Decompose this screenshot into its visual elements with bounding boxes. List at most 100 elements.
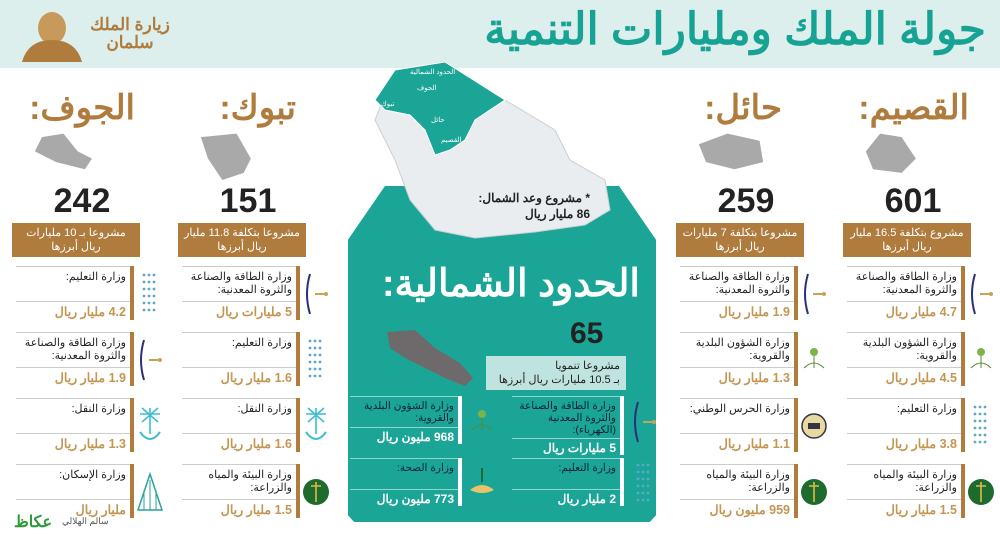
education-icon [136, 272, 164, 312]
map-label: الحدود الشمالية [410, 68, 455, 76]
ministry-name: وزارة الطاقة والصناعة والثروة المعدنية: [182, 266, 296, 302]
ministry-name: وزارة البيئة والمياه والزراعة: [182, 464, 296, 500]
ministry-name: وزارة الشؤون البلدية والقروية: [847, 332, 961, 368]
ministry-amount: 1.1 مليار ريال [718, 437, 790, 451]
education-icon [630, 462, 658, 502]
ministry-card: وزارة الشؤون البلدية والقروية: 968 مليون… [350, 396, 462, 444]
ministry-card: وزارة البيئة والمياه والزراعة: 1.5 مليار… [182, 464, 300, 518]
saudi-map: الحدود الشمالية الجوف تبوك حائل القصيم [374, 61, 611, 239]
ministry-amount: 4.2 مليار ريال [54, 305, 126, 319]
energy-icon [630, 400, 658, 443]
ministry-name: وزارة الطاقة والصناعة والثروة المعدنية: [680, 266, 794, 302]
ministry-card: وزارة الشؤون البلدية والقروية: 1.3 مليار… [680, 332, 798, 386]
education-icon [302, 338, 330, 378]
header-banner: جولة الملك ومليارات التنمية زيارة الملك … [0, 0, 1000, 68]
ministry-name: وزارة البيئة والمياه والزراعة: [680, 464, 794, 500]
map-label: الجوف [417, 84, 437, 92]
northern-heading: الحدود الشمالية: [381, 263, 640, 305]
ministry-card: وزارة التعليم: 3.8 مليار ريال [847, 398, 965, 452]
ministry-amount: 3.8 مليار ريال [885, 437, 957, 451]
ministry-name: وزارة النقل: [16, 398, 130, 434]
ministry-name: وزارة التعليم: [512, 458, 620, 490]
environment-icon [800, 470, 828, 510]
map-note: * مشروع وعد الشمال: 86 مليار ريال [430, 190, 590, 222]
project-count: 151 [219, 182, 277, 220]
ministry-amount: 1.9 مليار ريال [54, 371, 126, 385]
northern-region-shape [387, 330, 473, 386]
map-label: حائل [431, 116, 445, 124]
page-title: جولة الملك ومليارات التنمية [484, 5, 986, 54]
ministry-name: وزارة الطاقة والصناعة والثروة المعدنية (… [512, 396, 620, 439]
okaz-logo: عكاظ [14, 514, 53, 531]
summary-line: بـ 10.5 مليارات ريال أبرزها [498, 374, 620, 386]
ministry-amount: 959 مليون ريال [709, 503, 790, 517]
municipal-icon [468, 400, 496, 440]
ministry-card: وزارة التعليم: 4.2 مليار ريال [16, 266, 134, 320]
ministry-amount: 2 مليار ريال [557, 492, 616, 506]
ministry-card: وزارة الطاقة والصناعة والثروة المعدنية: … [680, 266, 798, 320]
ministry-amount: 968 مليون ريال [376, 430, 454, 444]
transport-icon [136, 404, 164, 444]
ministry-card: وزارة التعليم: 1.6 مليار ريال [182, 332, 300, 386]
ministry-card: وزارة الطاقة والصناعة والثروة المعدنية (… [512, 396, 624, 455]
ministry-card: وزارة الإسكان: مليار ريال [16, 464, 134, 518]
environment-icon [967, 470, 995, 510]
ministry-name: وزارة الإسكان: [16, 464, 130, 500]
region-heading: الجوف: [29, 89, 135, 127]
energy-icon [302, 272, 330, 315]
ministry-amount: 1.5 مليار ريال [220, 503, 292, 517]
ministry-name: وزارة الحرس الوطني: [680, 398, 794, 434]
ministry-amount: 1.3 مليار ريال [54, 437, 126, 451]
ministry-card: وزارة الحرس الوطني: 1.1 مليار ريال [680, 398, 798, 452]
royal-visit-logo: زيارة الملك سلمان [14, 6, 174, 62]
summary-box: مشروعا بتكلفة 7 مليارات ريال أبرزها [676, 223, 804, 257]
ministry-name: وزارة الشؤون البلدية والقروية: [680, 332, 794, 368]
summary-box: مشروعا بتكلفة 11.8 مليار ريال أبرزها [178, 223, 306, 257]
ministry-card: وزارة الطاقة والصناعة والثروة المعدنية: … [16, 332, 134, 386]
ministry-amount: 1.5 مليار ريال [885, 503, 957, 517]
author-credit: سالم الهلالي [62, 516, 109, 526]
project-count: 601 [884, 182, 942, 220]
ministry-card: وزارة البيئة والمياه والزراعة: 1.5 مليار… [847, 464, 965, 518]
ministry-card: وزارة التعليم: 2 مليار ريال [512, 458, 624, 506]
region-shape [34, 133, 92, 170]
energy-icon [800, 272, 828, 315]
map-label: تبوك [381, 100, 394, 108]
ministry-card: وزارة الصحة: 773 مليون ريال [350, 458, 462, 506]
ministry-amount: مليار ريال [75, 503, 126, 517]
project-count: 259 [717, 182, 775, 220]
region-shape [865, 133, 916, 173]
summary-box: مشروعا بـ 10 مليارات ريال أبرزها [12, 223, 140, 257]
region-column: حائل: 259 مشروعا بتكلفة 7 مليارات ريال أ… [676, 80, 832, 530]
region-column: القصيم: 601 مشروع بتكلفة 16.5 مليار ريال… [843, 80, 999, 530]
ministry-amount: 5 مليارات ريال [543, 441, 616, 455]
ministry-amount: 4.7 مليار ريال [885, 305, 957, 319]
ministry-name: وزارة البيئة والمياه والزراعة: [847, 464, 961, 500]
ministry-amount: 773 مليون ريال [376, 492, 454, 506]
municipal-icon [800, 338, 828, 378]
ministry-amount: 5 مليارات ريال [216, 305, 292, 319]
ministry-name: وزارة الطاقة والصناعة والثروة المعدنية: [16, 332, 130, 368]
ministry-name: وزارة التعليم: [182, 332, 296, 368]
ministry-name: وزارة التعليم: [847, 398, 961, 434]
ministry-name: وزارة الشؤون البلدية والقروية: [350, 396, 458, 428]
energy-icon [136, 338, 164, 381]
region-shape [698, 133, 764, 170]
region-heading: القصيم: [858, 89, 969, 127]
region-heading: تبوك: [219, 89, 296, 127]
housing-icon [136, 470, 164, 511]
national-guard-icon [800, 404, 828, 444]
ministry-card: وزارة البيئة والمياه والزراعة: 959 مليون… [680, 464, 798, 518]
ministry-amount: 1.6 مليار ريال [220, 371, 292, 385]
region-heading: حائل: [704, 89, 782, 127]
ministry-card: وزارة الطاقة والصناعة والثروة المعدنية: … [847, 266, 965, 320]
ministry-amount: 4.5 مليار ريال [885, 371, 957, 385]
region-shape [200, 133, 251, 180]
ministry-amount: 1.6 مليار ريال [220, 437, 292, 451]
ministry-name: وزارة الطاقة والصناعة والثروة المعدنية: [847, 266, 961, 302]
ministry-card: وزارة الطاقة والصناعة والثروة المعدنية: … [182, 266, 300, 320]
map-label: القصيم [441, 136, 462, 144]
summary-box: مشروع بتكلفة 16.5 مليار ريال أبرزها [843, 223, 971, 257]
environment-icon [302, 470, 330, 510]
logo-text: زيارة الملك سلمان [90, 15, 170, 52]
